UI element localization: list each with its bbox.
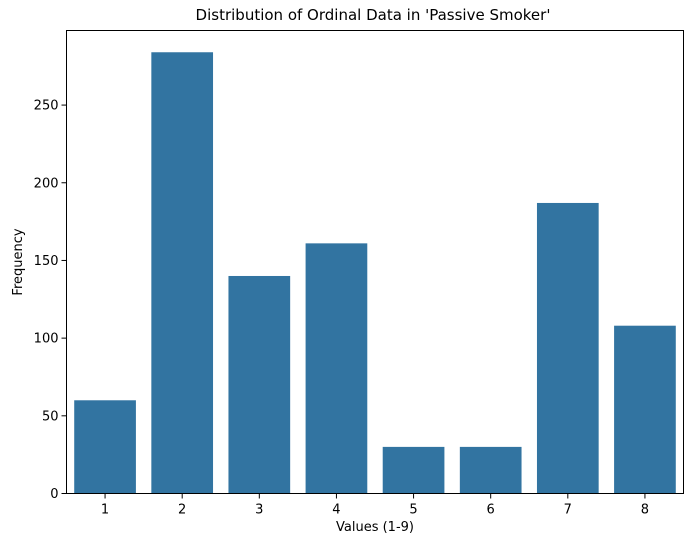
- y-tick-label: 100: [34, 332, 59, 347]
- y-tick-label: 0: [50, 487, 58, 502]
- chart-title: Distribution of Ordinal Data in 'Passive…: [196, 6, 551, 24]
- x-tick-label: 8: [641, 503, 649, 518]
- y-tick-label: 200: [34, 176, 59, 191]
- x-tick-label: 4: [332, 503, 340, 518]
- x-tick-label: 1: [101, 503, 109, 518]
- x-tick-label: 6: [487, 503, 495, 518]
- x-tick-label: 5: [409, 503, 417, 518]
- x-tick-label: 7: [564, 503, 572, 518]
- bar-7: [536, 202, 599, 494]
- y-axis-ticks: 0 50 100 150 200 250: [34, 99, 67, 502]
- y-axis-title: Frequency: [11, 228, 26, 295]
- bar-8: [614, 325, 676, 494]
- plot-frame: [66, 30, 684, 494]
- y-tick-label: 250: [34, 99, 59, 114]
- bar-3: [228, 275, 291, 494]
- bar-2: [151, 52, 214, 494]
- y-tick-label: 50: [42, 409, 59, 424]
- bar-6: [459, 446, 522, 494]
- x-tick-label: 2: [178, 503, 186, 518]
- bar-1: [74, 400, 136, 494]
- bar-4: [305, 243, 368, 494]
- bars-group: [74, 52, 676, 494]
- bar-5: [382, 446, 445, 494]
- x-tick-label: 3: [255, 503, 263, 518]
- y-tick-label: 150: [34, 254, 59, 269]
- x-axis-ticks: 1 2 3 4 5 6 7 8: [101, 493, 649, 518]
- x-axis-title: Values (1-9): [336, 520, 414, 535]
